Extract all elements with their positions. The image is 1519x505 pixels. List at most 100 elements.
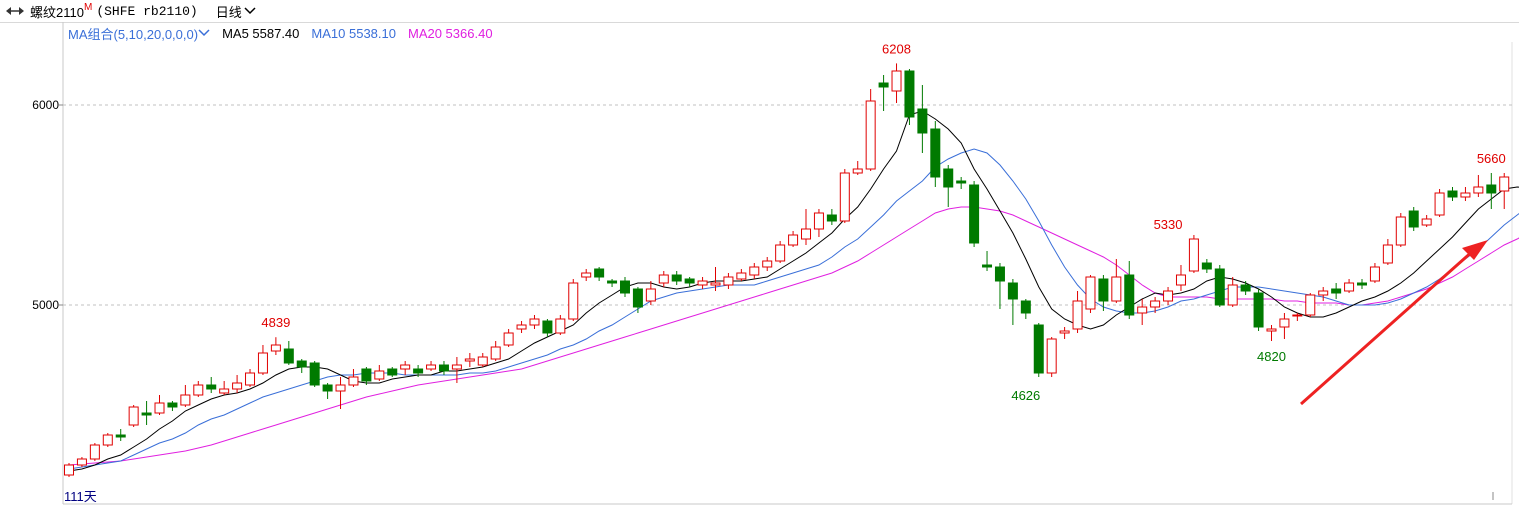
candle-body-up <box>749 266 760 276</box>
period-selector[interactable]: 日线 <box>216 2 256 21</box>
candle-body-up <box>1137 306 1148 314</box>
candle <box>1240 281 1251 295</box>
candle <box>632 287 643 313</box>
candle <box>1331 283 1342 299</box>
candle-body-down <box>917 108 928 134</box>
candle-body-up <box>270 344 281 352</box>
candle-body-up <box>1344 282 1355 292</box>
title-bar: 螺纹2110 M (SHFE rb2110) 日线 <box>0 0 1519 23</box>
candle <box>607 279 618 287</box>
candle-body-up <box>1150 300 1161 308</box>
candle <box>1279 313 1290 339</box>
candle-body-down <box>361 368 372 382</box>
arrow-head <box>1462 240 1488 260</box>
candle-body-up <box>1111 276 1122 302</box>
candle-body-down <box>1020 300 1031 314</box>
ma-combo-selector[interactable]: MA组合(5,10,20,0,0,0) <box>68 24 210 43</box>
candle-body-up <box>1188 238 1199 272</box>
candle <box>426 361 437 371</box>
candle <box>1188 235 1199 273</box>
candle <box>762 257 773 271</box>
ma5-value: MA5 5587.40 <box>222 25 300 41</box>
candle <box>1369 263 1380 283</box>
candle <box>503 329 514 347</box>
extreme-label: 6208 <box>882 41 911 56</box>
candle-body-down <box>994 266 1005 282</box>
candle-body-down <box>1486 184 1497 194</box>
candle <box>1201 259 1212 273</box>
candle <box>1059 327 1070 339</box>
candle-body-down <box>684 278 695 284</box>
candle <box>64 463 74 477</box>
candle <box>232 375 243 393</box>
candle-body-up <box>374 370 385 380</box>
candle-body-down <box>542 320 553 334</box>
candle-body-up <box>257 352 268 374</box>
candle-body-down <box>943 168 954 188</box>
candle-body-up <box>1305 294 1316 316</box>
candle-body-down <box>1201 262 1212 270</box>
y-tick-label: 6000 <box>32 98 59 112</box>
candle-body-up <box>76 458 87 466</box>
candle <box>801 209 812 245</box>
candle-body-down <box>387 368 398 376</box>
candle-body-up <box>464 358 475 362</box>
candle <box>335 377 346 409</box>
candle <box>865 89 876 171</box>
candle <box>684 277 695 287</box>
candle-body-down <box>206 384 217 390</box>
candle <box>348 369 359 387</box>
candle <box>1473 175 1484 197</box>
candle-body-down <box>167 402 178 408</box>
candle-body-up <box>801 228 812 240</box>
candle-body-down <box>438 364 449 372</box>
candle-body-up <box>1369 266 1380 282</box>
candle <box>529 315 540 329</box>
candle <box>826 209 837 225</box>
kline-chart[interactable]: 6000 5000 4839 6208 4626 5330 4820 5660 <box>0 22 1519 505</box>
candle-body-up <box>555 318 566 334</box>
candle <box>167 401 178 411</box>
candle <box>710 267 721 291</box>
candle <box>891 63 902 103</box>
candle-body-up <box>788 234 799 246</box>
candle-body-up <box>813 212 824 230</box>
candle <box>283 341 294 365</box>
candle-body-up <box>400 364 411 370</box>
candle-body-up <box>128 406 139 426</box>
candle <box>736 269 747 281</box>
candle-body-up <box>1473 186 1484 194</box>
candle <box>956 177 967 189</box>
candle <box>451 357 462 383</box>
candle <box>296 359 307 373</box>
ma5-line <box>68 110 1519 472</box>
candle <box>1020 299 1031 319</box>
candle <box>219 381 230 395</box>
candle-body-up <box>1085 276 1096 310</box>
candle <box>917 85 928 153</box>
candle-body-down <box>878 82 889 88</box>
candle-body-down <box>594 268 605 278</box>
candle <box>1163 287 1174 305</box>
candle <box>1499 173 1510 209</box>
symbol-code: (SHFE rb2110) <box>96 3 198 19</box>
link-arrows-icon[interactable] <box>4 4 26 18</box>
candle <box>1214 265 1225 307</box>
candle-body-up <box>245 372 256 386</box>
candle-body-up <box>581 272 592 278</box>
chevron-down-icon <box>244 7 256 15</box>
candle <box>102 433 113 447</box>
candle <box>438 361 449 375</box>
candle-body-up <box>762 260 773 268</box>
candle <box>1253 289 1264 331</box>
candle-body-down <box>826 214 837 222</box>
candle-body-down <box>1124 274 1135 316</box>
candle <box>154 395 165 415</box>
candle <box>1137 299 1148 325</box>
candle-body-down <box>1408 210 1419 228</box>
candle <box>141 401 152 425</box>
candle-body-up <box>1046 338 1057 374</box>
candle <box>658 271 669 287</box>
candle-body-up <box>516 324 527 330</box>
candle <box>361 367 372 385</box>
